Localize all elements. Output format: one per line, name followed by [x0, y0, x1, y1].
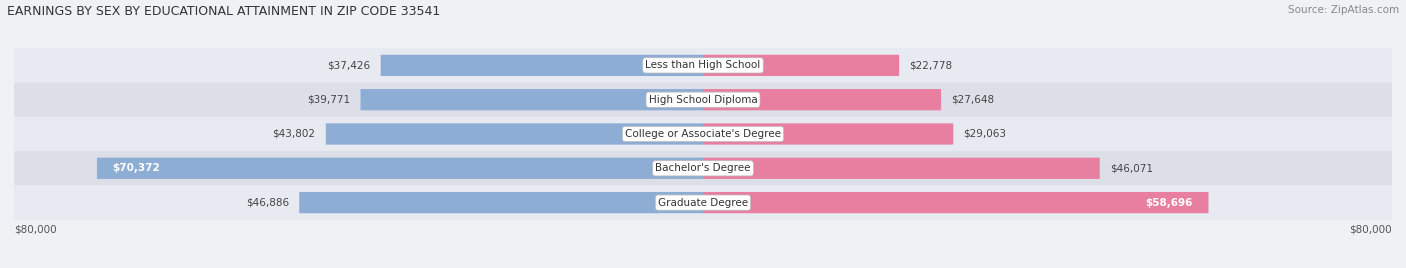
FancyBboxPatch shape	[14, 117, 1392, 151]
Text: EARNINGS BY SEX BY EDUCATIONAL ATTAINMENT IN ZIP CODE 33541: EARNINGS BY SEX BY EDUCATIONAL ATTAINMEN…	[7, 5, 440, 18]
Text: $80,000: $80,000	[1350, 225, 1392, 235]
FancyBboxPatch shape	[14, 185, 1392, 220]
Text: Graduate Degree: Graduate Degree	[658, 198, 748, 208]
Text: $37,426: $37,426	[328, 60, 370, 70]
Text: $46,886: $46,886	[246, 198, 288, 208]
Text: $39,771: $39,771	[307, 95, 350, 105]
FancyBboxPatch shape	[703, 158, 1099, 179]
Text: $27,648: $27,648	[952, 95, 994, 105]
Text: Source: ZipAtlas.com: Source: ZipAtlas.com	[1288, 5, 1399, 15]
Text: $58,696: $58,696	[1146, 198, 1192, 208]
FancyBboxPatch shape	[97, 158, 703, 179]
Text: $46,071: $46,071	[1111, 163, 1153, 173]
Text: High School Diploma: High School Diploma	[648, 95, 758, 105]
Text: $22,778: $22,778	[910, 60, 953, 70]
FancyBboxPatch shape	[14, 151, 1392, 185]
FancyBboxPatch shape	[703, 123, 953, 145]
FancyBboxPatch shape	[703, 89, 941, 110]
FancyBboxPatch shape	[299, 192, 703, 213]
FancyBboxPatch shape	[360, 89, 703, 110]
FancyBboxPatch shape	[14, 48, 1392, 83]
Text: $43,802: $43,802	[273, 129, 315, 139]
FancyBboxPatch shape	[14, 83, 1392, 117]
Text: $29,063: $29,063	[963, 129, 1007, 139]
Text: Less than High School: Less than High School	[645, 60, 761, 70]
FancyBboxPatch shape	[381, 55, 703, 76]
Text: College or Associate's Degree: College or Associate's Degree	[626, 129, 780, 139]
Text: $70,372: $70,372	[112, 163, 160, 173]
Text: Bachelor's Degree: Bachelor's Degree	[655, 163, 751, 173]
Text: $80,000: $80,000	[14, 225, 56, 235]
FancyBboxPatch shape	[703, 192, 1209, 213]
FancyBboxPatch shape	[703, 55, 900, 76]
FancyBboxPatch shape	[326, 123, 703, 145]
